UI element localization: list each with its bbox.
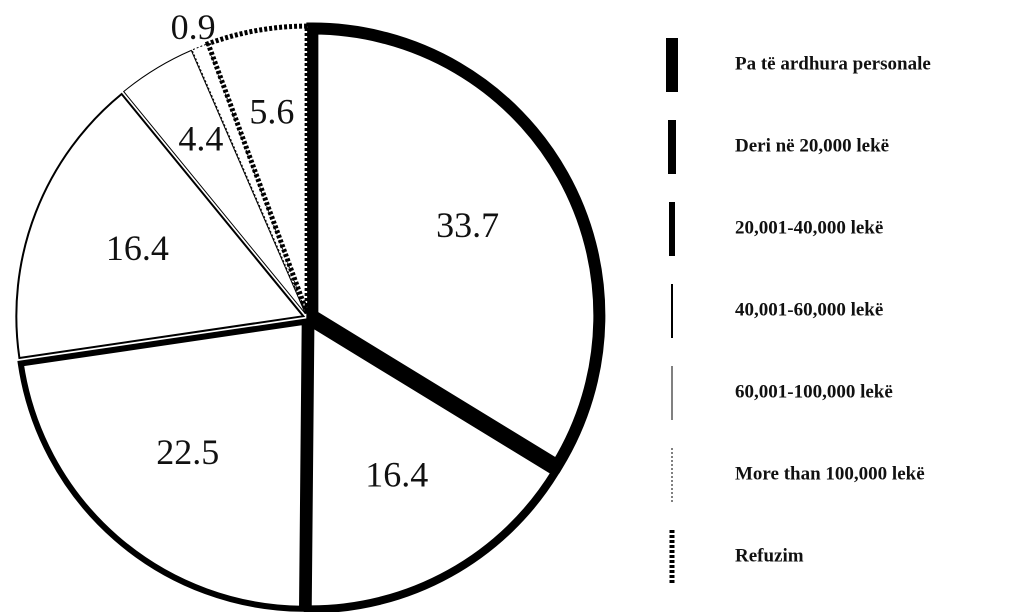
pie-slice	[122, 49, 306, 315]
legend-label: 60,001-100,000 lekë	[735, 381, 893, 402]
legend-label: Deri në 20,000 lekë	[735, 135, 889, 156]
data-label: 4.4	[178, 118, 223, 158]
data-label: 5.6	[249, 92, 294, 132]
pie-slice	[204, 23, 310, 314]
pie-slice	[303, 315, 561, 612]
pie-slice	[306, 22, 606, 474]
data-label: 16.4	[106, 228, 169, 268]
pie-slice	[191, 43, 307, 314]
data-label: 16.4	[365, 454, 428, 494]
legend-label: More than 100,000 lekë	[735, 463, 925, 484]
data-label: 0.9	[171, 7, 216, 47]
legend-label: Refuzim	[735, 545, 804, 566]
pie-slice	[17, 318, 308, 612]
data-label: 33.7	[436, 205, 499, 245]
data-label: 22.5	[156, 432, 219, 472]
legend-label: 20,001-40,000 lekë	[735, 217, 883, 238]
legend-label: 40,001-60,000 lekë	[735, 299, 883, 320]
pie-slice	[15, 92, 306, 360]
legend-label: Pa të ardhura personale	[735, 53, 931, 74]
